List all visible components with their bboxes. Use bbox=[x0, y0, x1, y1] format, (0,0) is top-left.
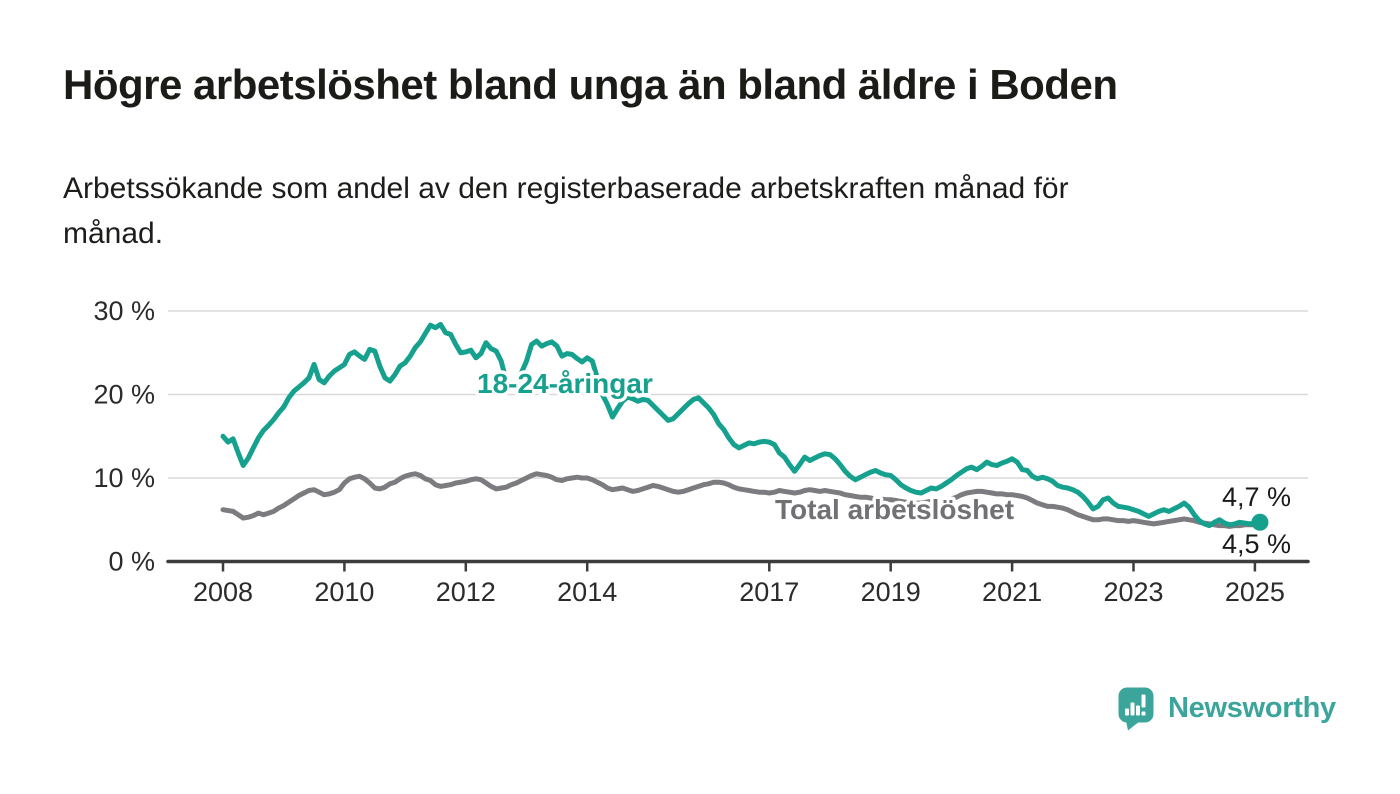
x-axis-label-2012: 2012 bbox=[436, 577, 496, 607]
end-value-label-Total arbetslöshet: 4,5 % bbox=[1222, 529, 1291, 559]
chart-subtitle: Arbetssökande som andel av den registerb… bbox=[63, 166, 1343, 256]
x-axis bbox=[166, 559, 1310, 572]
subtitle-line-2: månad. bbox=[63, 217, 164, 250]
x-axis-label-2017: 2017 bbox=[739, 577, 799, 607]
series-line-Total arbetslöshet bbox=[220, 471, 1263, 529]
series-line-18-24-åringar bbox=[220, 321, 1263, 529]
subtitle-line-1: Arbetssökande som andel av den registerb… bbox=[63, 172, 1069, 205]
series-end-dot bbox=[1251, 513, 1269, 531]
y-axis-label-30: 30 % bbox=[93, 296, 155, 326]
y-axis-label-20: 20 % bbox=[93, 380, 155, 410]
x-axis-label-2025: 2025 bbox=[1225, 577, 1285, 607]
y-axis-label-10: 10 % bbox=[93, 463, 155, 493]
y-axis-label-0: 0 % bbox=[108, 547, 155, 577]
x-axis-label-2014: 2014 bbox=[557, 577, 617, 607]
gridlines bbox=[168, 310, 1308, 479]
chart-labels: 0 % 10 % 20 % 30 % 2008 2010 2012 2014 2017 2019 2… bbox=[93, 296, 1291, 607]
series-label-18-24-åringar: 18-24-åringar bbox=[477, 368, 653, 399]
series-label-Total arbetslöshet: Total arbetslöshet bbox=[775, 494, 1014, 525]
newsworthy-logo-text: Newsworthy bbox=[1168, 692, 1336, 724]
newsworthy-logo: Newsworthy bbox=[1118, 687, 1336, 731]
x-axis-label-2019: 2019 bbox=[861, 577, 921, 607]
x-axis-label-2021: 2021 bbox=[982, 577, 1042, 607]
x-axis-label-2010: 2010 bbox=[314, 577, 374, 607]
series-lines bbox=[220, 321, 1269, 531]
x-axis-label-2008: 2008 bbox=[193, 577, 253, 607]
page-title: Högre arbetslöshet bland unga än bland ä… bbox=[63, 61, 1118, 108]
newsworthy-speech-bubble-icon bbox=[1118, 687, 1154, 731]
x-axis-label-2023: 2023 bbox=[1103, 577, 1163, 607]
end-value-label-18-24-åringar: 4,7 % bbox=[1222, 482, 1291, 512]
